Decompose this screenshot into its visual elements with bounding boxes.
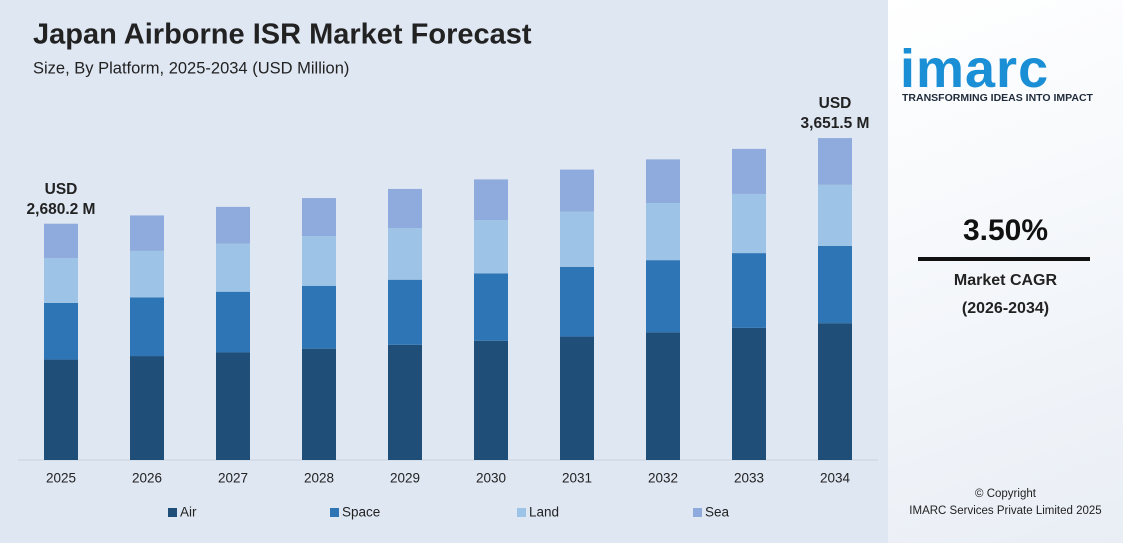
bar-segment [560,336,594,460]
bar-segment [818,138,852,185]
copyright: © Copyright [975,488,1036,500]
bar-segment [560,211,594,267]
bar-segment [732,253,766,328]
bar-segment [130,250,164,298]
legend-marker [517,508,526,517]
bar-segment [818,323,852,460]
chart-subtitle: Size, By Platform, 2025-2034 (USD Millio… [33,59,349,77]
bar-segment [732,193,766,254]
bar-segment [216,352,250,460]
bar-segment [818,184,852,246]
legend-marker [330,508,339,517]
logo: imarc [900,39,1050,99]
bar-segment [732,148,766,194]
bar-segment [646,332,680,460]
chart: Japan Airborne ISR Market Forecast Size,… [0,0,888,543]
cagr-rule [918,257,1090,261]
bar-segment [646,159,680,204]
legend-marker [693,508,702,517]
bar-segment [560,169,594,212]
bar-segment [44,257,78,303]
total-label: USD [45,181,78,198]
x-tick-label: 2031 [562,471,592,486]
bar-segment [818,245,852,324]
total-label: 2,680.2 M [27,201,96,218]
bar-segment [388,344,422,460]
bar-segment [646,203,680,261]
bar-segment [302,285,336,349]
x-tick-label: 2033 [734,471,764,486]
bar-segment [302,198,336,237]
bar-segment [130,356,164,460]
bar-segment [474,220,508,274]
x-tick-label: 2029 [390,471,420,486]
bar-segment [388,188,422,229]
legend-label: Land [529,505,559,520]
bar-segment [474,340,508,460]
bar-segment [474,273,508,341]
x-tick-label: 2027 [218,471,248,486]
bar-segment [44,223,78,258]
x-tick-label: 2028 [304,471,334,486]
bar-segment [646,260,680,333]
company: IMARC Services Private Limited 2025 [909,505,1102,517]
total-label: USD [819,95,852,112]
x-tick-label: 2034 [820,471,851,486]
sidebar: imarc TRANSFORMING IDEAS INTO IMPACT 3.5… [888,0,1123,543]
x-tick-label: 2025 [46,471,76,486]
tagline: TRANSFORMING IDEAS INTO IMPACT [902,92,1093,104]
bar-segment [216,291,250,353]
bar-segment [44,359,78,460]
bar-segment [388,279,422,345]
legend-label: Sea [705,505,730,520]
x-tick-label: 2032 [648,471,678,486]
cagr-value: 3.50% [962,214,1049,247]
cagr-period: (2026-2034) [961,300,1050,317]
bar-segment [130,215,164,251]
x-tick-label: 2026 [132,471,162,486]
bar-segment [216,243,250,292]
bar-segment [474,179,508,221]
bar-segment [732,327,766,460]
legend-label: Air [180,505,197,520]
chart-title: Japan Airborne ISR Market Forecast [33,19,532,51]
cagr-label: Market CAGR [953,272,1058,289]
bar-segment [560,266,594,337]
bar-segment [302,236,336,286]
bar-segment [302,348,336,460]
legend-label: Space [342,505,380,520]
bar-segment [388,228,422,280]
x-tick-label: 2030 [476,471,506,486]
bar-segment [130,297,164,357]
total-label: 3,651.5 M [801,115,870,132]
legend-marker [168,508,177,517]
bar-segment [216,206,250,244]
bar-segment [44,302,78,360]
